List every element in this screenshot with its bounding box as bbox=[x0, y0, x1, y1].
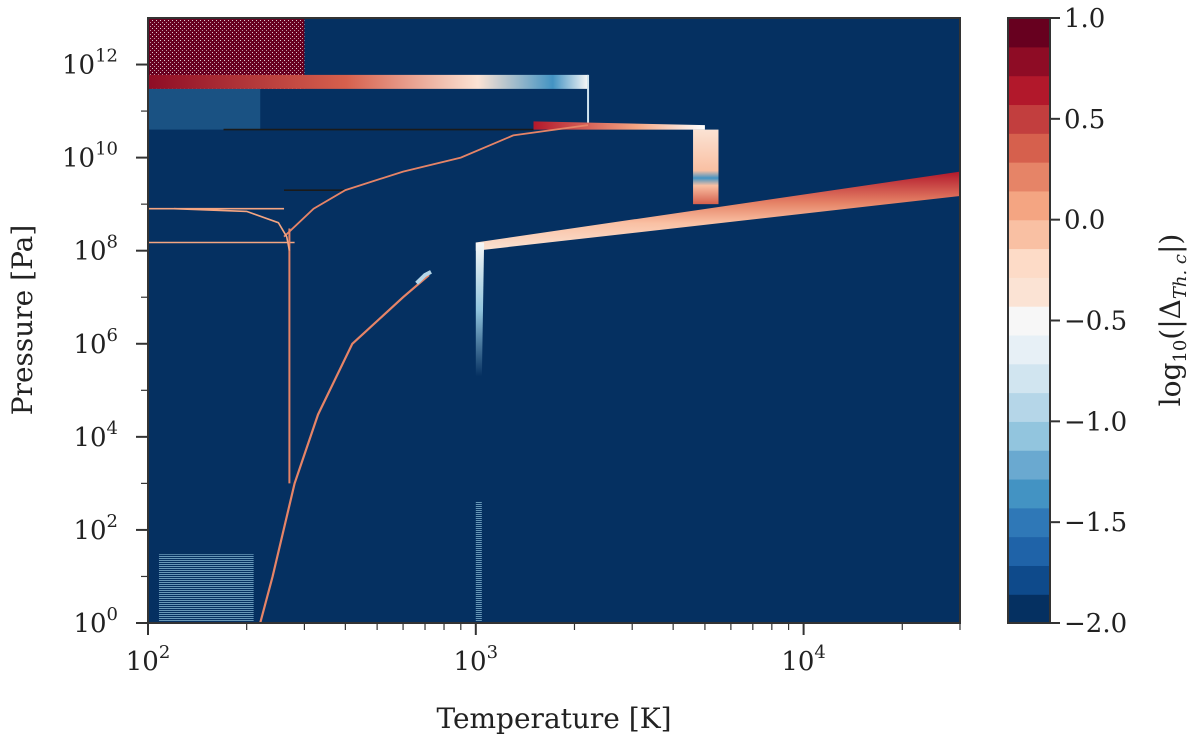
y-tick-base: 10 bbox=[73, 423, 106, 453]
y-tick-label: 1012 bbox=[62, 46, 118, 81]
colorbar-tick-label: −2.0 bbox=[1064, 609, 1127, 639]
curve-condensation-tip bbox=[415, 270, 432, 285]
x-axis-title: Temperature [K] bbox=[436, 702, 671, 735]
y-tick-label: 100 bbox=[73, 604, 118, 639]
x-tick-exponent: 3 bbox=[487, 642, 498, 663]
colorbar-tick-label: 1.0 bbox=[1064, 4, 1105, 34]
colorbar-level bbox=[1008, 133, 1050, 163]
y-tick-exponent: 4 bbox=[107, 418, 118, 439]
y-tick-exponent: 6 bbox=[107, 325, 118, 346]
y-axis-title: Pressure [Pa] bbox=[6, 225, 39, 416]
colorbar-level bbox=[1008, 392, 1050, 422]
band-diagonal bbox=[475, 171, 960, 251]
y-tick-exponent: 2 bbox=[107, 511, 118, 532]
colorbar-tick-label: −1.0 bbox=[1064, 407, 1127, 437]
colorbar-level bbox=[1008, 306, 1050, 336]
dotted-column-1000 bbox=[475, 501, 482, 623]
colorbar-title: log10(|ΔTh. c|) bbox=[1154, 234, 1191, 407]
colorbar-tick-label: −1.5 bbox=[1064, 508, 1127, 538]
x-tick-label: 102 bbox=[126, 642, 171, 677]
colorbar-level bbox=[1008, 565, 1050, 595]
colorbar-level bbox=[1008, 219, 1050, 250]
y-tick-exponent: 12 bbox=[95, 46, 118, 67]
y-tick-base: 10 bbox=[62, 51, 95, 81]
band-top bbox=[148, 74, 588, 89]
rect-vertical bbox=[693, 129, 719, 205]
x-tick-label: 103 bbox=[454, 642, 499, 677]
colorbar-level bbox=[1008, 594, 1050, 624]
y-tick-label: 108 bbox=[73, 232, 118, 267]
colorbar-tick-label: 0.0 bbox=[1064, 206, 1105, 236]
plot-background bbox=[148, 18, 960, 623]
colorbar-level bbox=[1008, 363, 1050, 394]
x-tick-base: 10 bbox=[126, 647, 159, 677]
curve-upper bbox=[283, 124, 589, 238]
colorbar-tick-label: 0.5 bbox=[1064, 105, 1105, 135]
colorbar-level bbox=[1008, 248, 1050, 278]
y-tick-base: 10 bbox=[73, 330, 106, 360]
colorbar bbox=[1008, 18, 1050, 624]
curve-condensation bbox=[259, 274, 430, 623]
colorbar-level bbox=[1008, 18, 1050, 48]
colorbar-level bbox=[1008, 75, 1050, 106]
colorbar-level bbox=[1008, 190, 1050, 221]
heatmap-features bbox=[148, 18, 960, 623]
striped-patch bbox=[158, 554, 254, 623]
curve-branch bbox=[173, 207, 291, 251]
x-tick-exponent: 4 bbox=[814, 642, 825, 663]
colorbar-title-open: (|Δ bbox=[1154, 299, 1187, 340]
colorbar-ticks: −2.0 −1.5 −1.0 −0.5 0.0 0.5 1.0 bbox=[1050, 4, 1127, 639]
plot-frame bbox=[147, 17, 961, 624]
y-tick-exponent: 0 bbox=[107, 604, 118, 625]
y-tick-base: 10 bbox=[62, 144, 95, 174]
x-tick-exponent: 2 bbox=[159, 642, 170, 663]
x-axis: 102 103 104 bbox=[126, 623, 961, 677]
colorbar-level bbox=[1008, 507, 1050, 538]
colorbar-title-delta-sub: Th. c bbox=[1170, 254, 1191, 299]
colorbar-level bbox=[1008, 104, 1050, 134]
y-tick-exponent: 10 bbox=[95, 139, 118, 160]
y-tick-base: 10 bbox=[73, 516, 106, 546]
y-tick-label: 106 bbox=[73, 325, 118, 360]
colorbar-title-func: log bbox=[1154, 363, 1187, 407]
y-tick-label: 1010 bbox=[62, 139, 118, 174]
x-tick-base: 10 bbox=[781, 647, 814, 677]
x-tick-label: 104 bbox=[781, 642, 826, 677]
colorbar-title-close: |) bbox=[1154, 234, 1187, 254]
colorbar-level bbox=[1008, 478, 1050, 509]
colorbar-title-sub: 10 bbox=[1170, 340, 1191, 363]
colorbar-level bbox=[1008, 46, 1050, 77]
y-tick-base: 10 bbox=[73, 609, 106, 639]
y-tick-base: 10 bbox=[73, 237, 106, 267]
x-tick-base: 10 bbox=[454, 647, 487, 677]
colorbar-tick-label: −0.5 bbox=[1064, 307, 1127, 337]
speckle-region bbox=[148, 88, 261, 130]
colorbar-level bbox=[1008, 536, 1050, 566]
spike-1000 bbox=[475, 242, 485, 377]
y-tick-label: 104 bbox=[73, 418, 118, 453]
colorbar-level bbox=[1008, 334, 1050, 365]
colorbar-level bbox=[1008, 421, 1050, 451]
colorbar-level bbox=[1008, 450, 1050, 480]
y-tick-exponent: 8 bbox=[107, 232, 118, 253]
colorbar-level bbox=[1008, 162, 1050, 192]
colorbar-level bbox=[1008, 277, 1050, 307]
y-tick-label: 102 bbox=[73, 511, 118, 546]
